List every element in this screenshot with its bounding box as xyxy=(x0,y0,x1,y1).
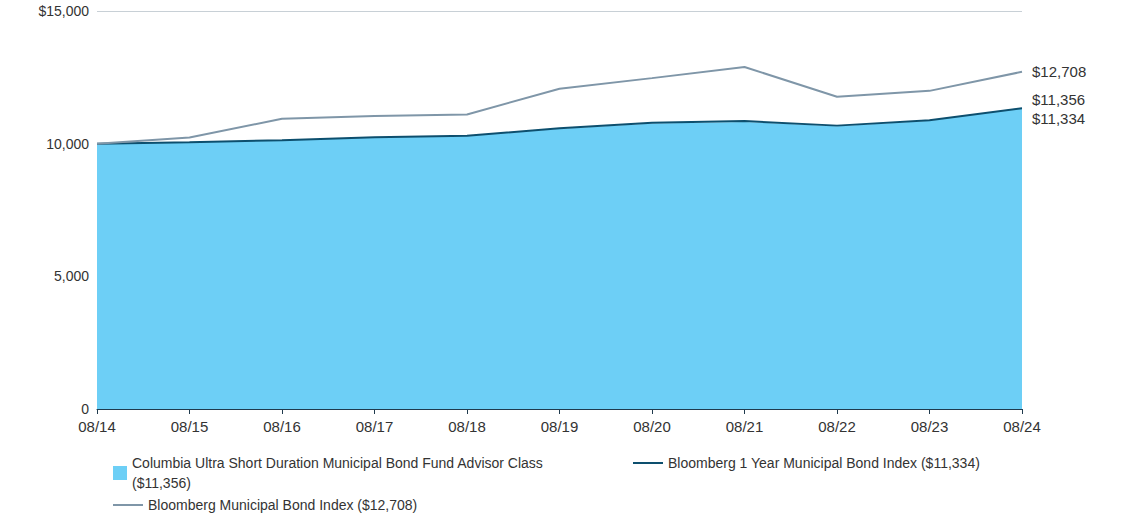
svg-text:$12,708: $12,708 xyxy=(1032,63,1086,80)
svg-text:5,000: 5,000 xyxy=(54,268,89,284)
svg-text:08/18: 08/18 xyxy=(448,418,486,435)
svg-text:0: 0 xyxy=(81,401,89,417)
svg-text:$15,000: $15,000 xyxy=(38,3,89,19)
svg-text:08/24: 08/24 xyxy=(1003,418,1041,435)
svg-text:08/20: 08/20 xyxy=(633,418,671,435)
svg-text:08/19: 08/19 xyxy=(541,418,579,435)
svg-text:08/14: 08/14 xyxy=(78,418,116,435)
svg-text:$11,334: $11,334 xyxy=(1032,110,1085,127)
svg-text:10,000: 10,000 xyxy=(46,136,89,152)
svg-text:08/16: 08/16 xyxy=(263,418,301,435)
svg-text:08/23: 08/23 xyxy=(911,418,949,435)
svg-text:Bloomberg Municipal Bond Index: Bloomberg Municipal Bond Index ($12,708) xyxy=(148,497,417,513)
svg-text:($11,356): ($11,356) xyxy=(132,475,191,491)
svg-text:Bloomberg 1 Year Municipal Bon: Bloomberg 1 Year Municipal Bond Index ($… xyxy=(668,455,980,471)
svg-text:08/21: 08/21 xyxy=(726,418,764,435)
svg-text:08/17: 08/17 xyxy=(356,418,394,435)
svg-text:Columbia Ultra Short Duration: Columbia Ultra Short Duration Municipal … xyxy=(132,455,547,471)
svg-text:08/22: 08/22 xyxy=(818,418,856,435)
svg-text:08/15: 08/15 xyxy=(171,418,209,435)
svg-text:$11,356: $11,356 xyxy=(1032,91,1085,108)
